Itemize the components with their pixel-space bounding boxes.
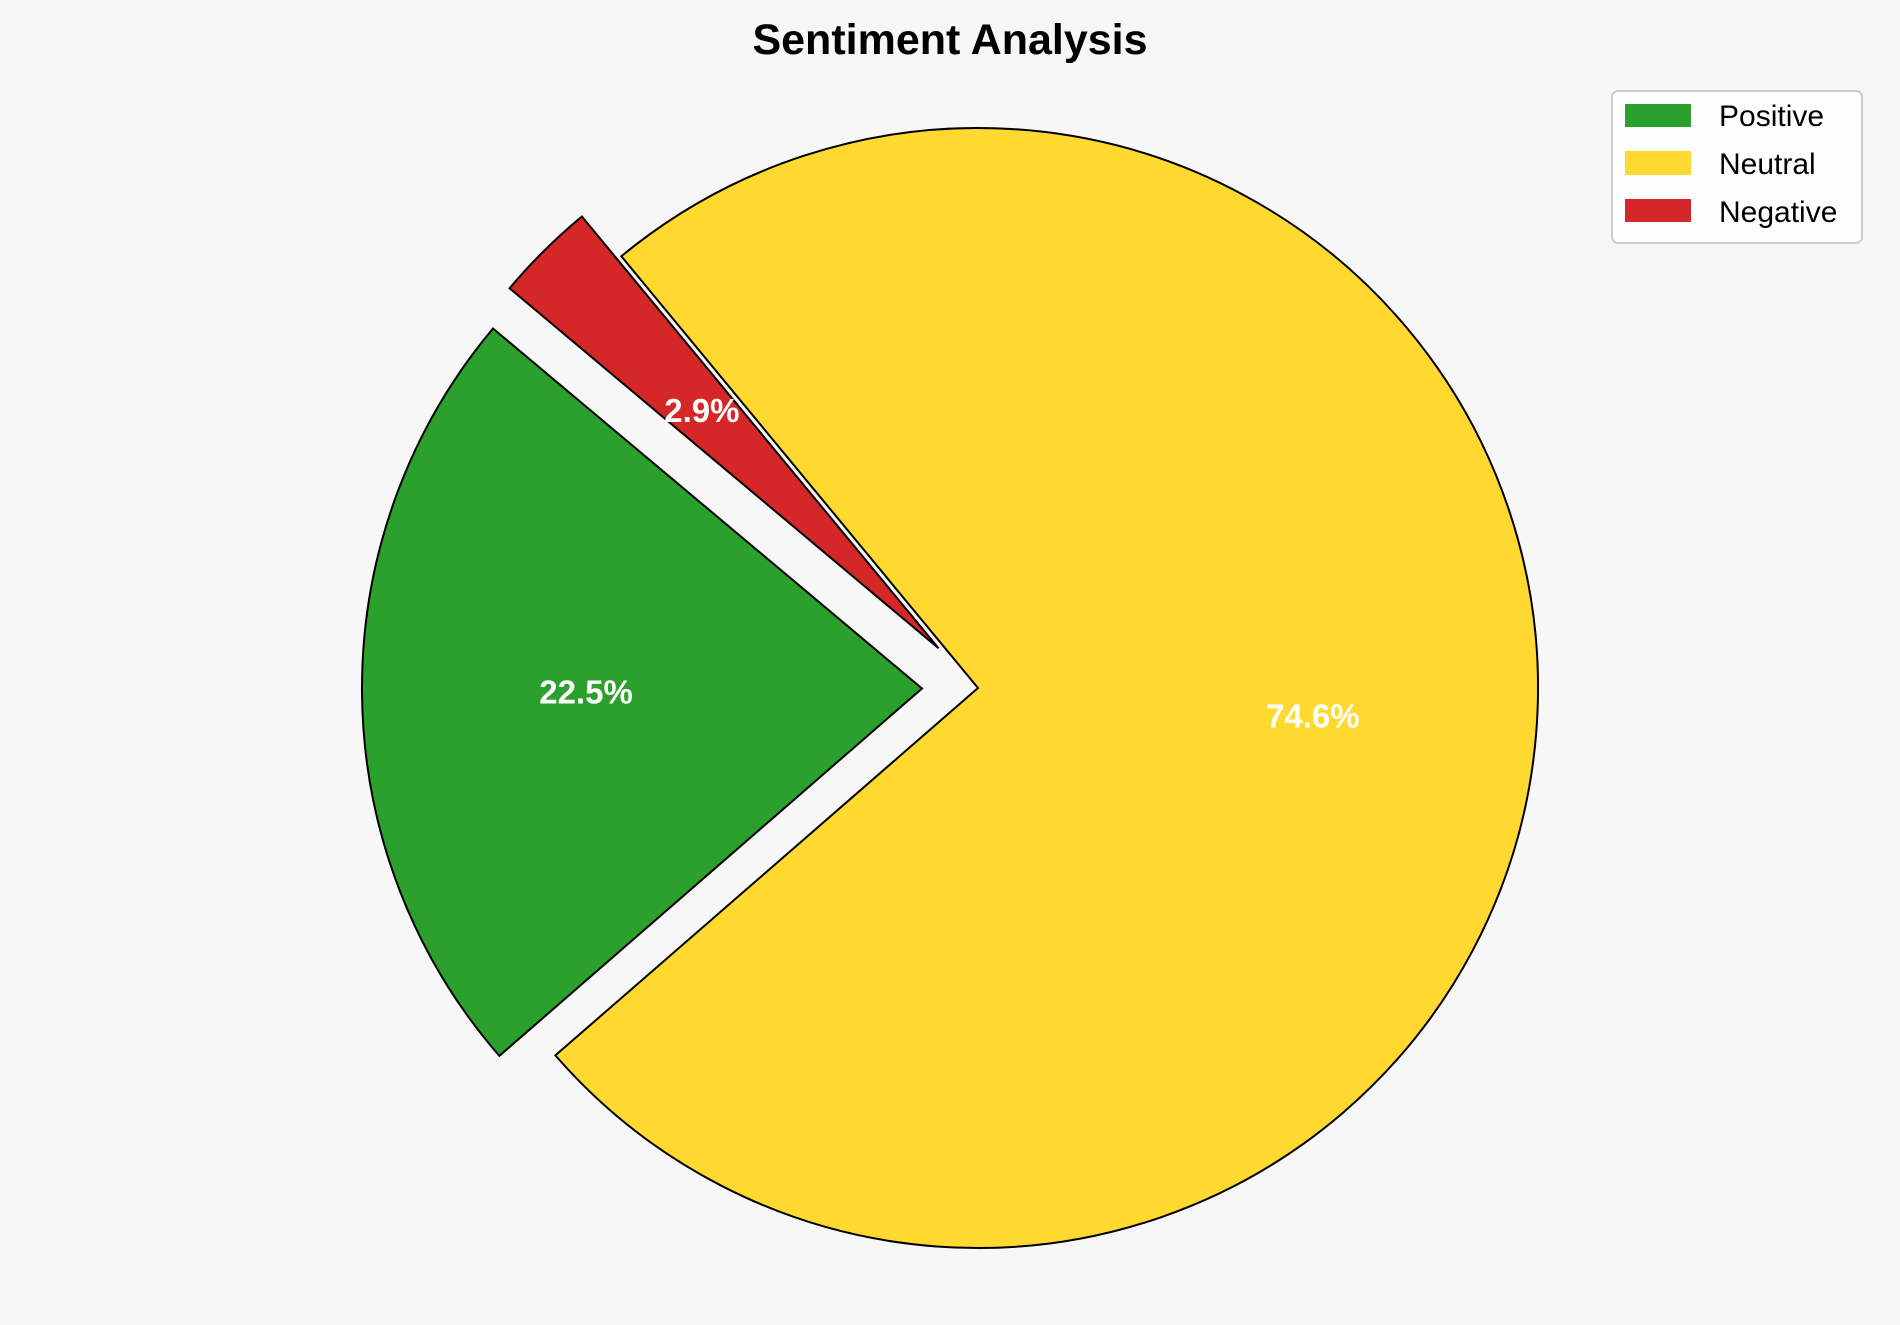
pie-label-negative: 2.9%	[664, 392, 739, 429]
pie-slice-negative	[508, 215, 940, 650]
legend-swatch-neutral	[1625, 151, 1691, 175]
legend: Positive Neutral Negative	[1611, 90, 1863, 244]
pie-slice-neutral	[553, 127, 1539, 1249]
legend-swatch-negative	[1625, 199, 1691, 222]
legend-label-positive: Positive	[1719, 100, 1824, 133]
legend-swatch-positive	[1625, 104, 1691, 127]
pie-label-positive: 22.5%	[539, 673, 633, 710]
pie-labels: 22.5% 74.6% 2.9%	[539, 392, 1359, 735]
pie-slices	[361, 127, 1539, 1249]
chart-title: Sentiment Analysis	[752, 16, 1147, 64]
pie-slice-positive	[361, 327, 924, 1058]
pie-label-neutral: 74.6%	[1266, 698, 1360, 735]
legend-label-neutral: Neutral	[1719, 148, 1816, 181]
legend-label-negative: Negative	[1719, 196, 1837, 229]
